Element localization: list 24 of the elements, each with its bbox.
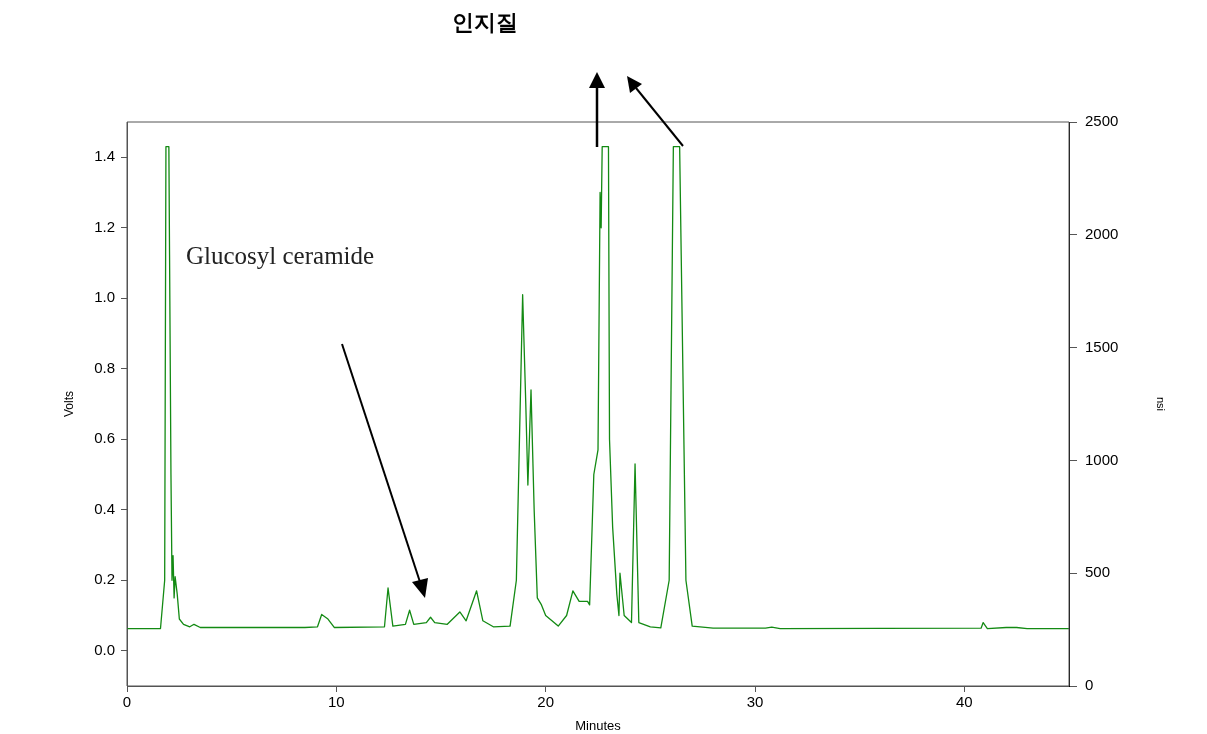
y-tick-label: 1.4 (94, 147, 115, 165)
x-axis-title: Minutes (575, 717, 622, 733)
chart-title: 인지질 (452, 9, 518, 35)
y-tick-label: 0.6 (94, 429, 115, 447)
y2-tick-label: 2500 (1085, 112, 1119, 130)
x-tick-label: 20 (537, 693, 555, 711)
y-tick-label: 0.0 (94, 640, 115, 658)
y2-tick-label: 2000 (1085, 224, 1119, 242)
x-tick-label: 40 (955, 693, 973, 711)
y-tick-label: 1.2 (94, 217, 115, 235)
y2-tick-label: 0 (1085, 676, 1094, 694)
x-tick-label: 10 (327, 693, 345, 711)
y-tick-label: 0.8 (94, 358, 115, 376)
y-tick-label: 1.0 (94, 288, 115, 306)
y-tick-label: 0.2 (94, 570, 115, 588)
x-tick-label: 0 (122, 693, 132, 711)
annotation: Glucosyl ceramide (186, 241, 375, 269)
x-tick-label: 30 (746, 693, 764, 711)
y2-tick-label: 1500 (1085, 337, 1119, 355)
y2-tick-label: 500 (1085, 563, 1111, 581)
y-axis-title: Volts (61, 390, 76, 418)
y-tick-label: 0.4 (94, 499, 115, 517)
y2-axis-title: nsi (1155, 396, 1168, 412)
y2-tick-label: 1000 (1085, 450, 1119, 468)
